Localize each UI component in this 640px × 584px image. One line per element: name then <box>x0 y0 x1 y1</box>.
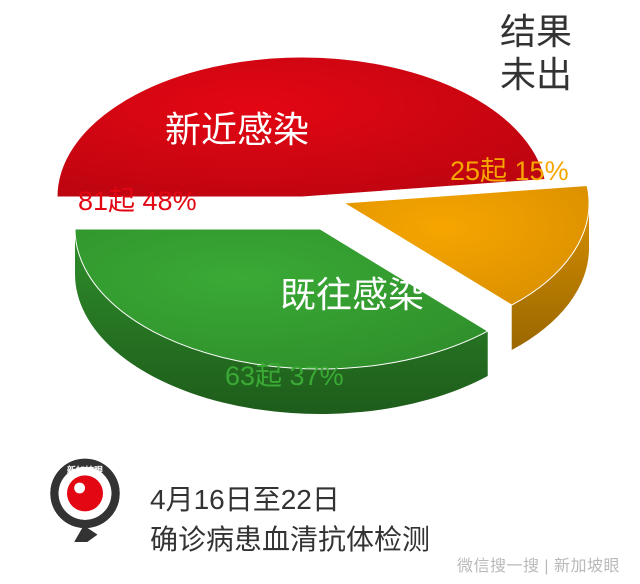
slice-value-pending: 25起 15% <box>450 155 569 187</box>
chart-caption: 4月16日至22日 确诊病患血清抗体检测 <box>150 478 430 558</box>
slice-value-recent: 81起 48% <box>78 185 197 217</box>
slice-title-recent: 新近感染 <box>165 108 309 151</box>
watermark-text: 微信搜一搜 | 新加坡眼 <box>457 552 620 576</box>
caption-line-1: 4月16日至22日 <box>150 478 430 518</box>
caption-line-2: 确诊病患血清抗体检测 <box>150 518 430 558</box>
slice-title-pending: 结果 未出 <box>500 10 572 96</box>
slice-title-past: 既往感染 <box>280 273 424 316</box>
svg-text:新加坡眼: 新加坡眼 <box>67 465 103 476</box>
logo-singapore-eye: 新加坡眼 <box>40 452 130 542</box>
slice-value-past: 63起 37% <box>225 360 344 392</box>
